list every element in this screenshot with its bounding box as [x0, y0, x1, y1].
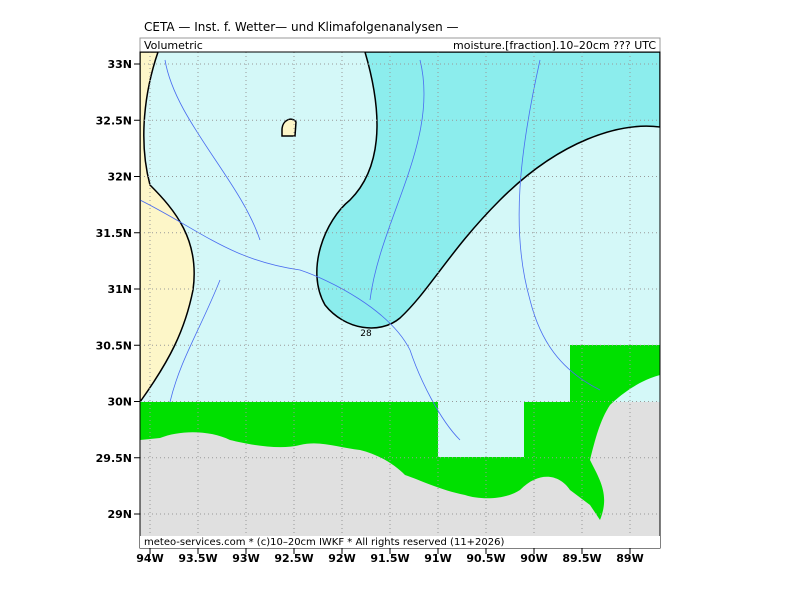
axis-labels: 33N 32.5N 32N 31.5N 31N 30.5N 30N 29.5N 29N 94W 93… [96, 58, 644, 565]
footer-box [140, 536, 660, 548]
lat-label: 32.5N [96, 114, 132, 127]
lon-label: 91W [424, 552, 451, 565]
lat-label: 30.5N [96, 339, 132, 352]
lon-label: 89W [616, 552, 643, 565]
lat-label: 32N [107, 171, 132, 184]
lat-label: 31N [107, 283, 132, 296]
lat-label: 29N [107, 508, 132, 521]
lon-label: 93.5W [178, 552, 217, 565]
lat-label: 31.5N [96, 227, 132, 240]
lat-label: 29.5N [96, 452, 132, 465]
field-patch [438, 402, 524, 457]
lat-label: 33N [107, 58, 132, 71]
map-area [140, 52, 660, 548]
lon-label: 94W [136, 552, 163, 565]
lon-label: 89.5W [562, 552, 601, 565]
river [140, 59, 601, 441]
lon-label: 90W [520, 552, 547, 565]
dry-region [140, 52, 195, 404]
lon-label: 90.5W [466, 552, 505, 565]
footer: meteo-services.com * (c)10–20cm IWKF * A… [144, 537, 505, 548]
title: CETA — Inst. f. Wetter— und Klimafolgena… [144, 20, 459, 34]
header-right: moisture.[fraction].10–20cm ??? UTC [453, 39, 656, 52]
header-left: Volumetric [144, 39, 203, 52]
land [140, 345, 660, 520]
lon-label: 91.5W [370, 552, 409, 565]
graticule [140, 52, 660, 548]
lon-label: 92W [328, 552, 355, 565]
dry-region [281, 118, 297, 137]
lon-label: 92.5W [274, 552, 313, 565]
wet-region [316, 52, 660, 329]
contour-label: 28 [360, 329, 372, 339]
lon-label: 93W [232, 552, 259, 565]
lat-label: 30N [107, 396, 132, 409]
